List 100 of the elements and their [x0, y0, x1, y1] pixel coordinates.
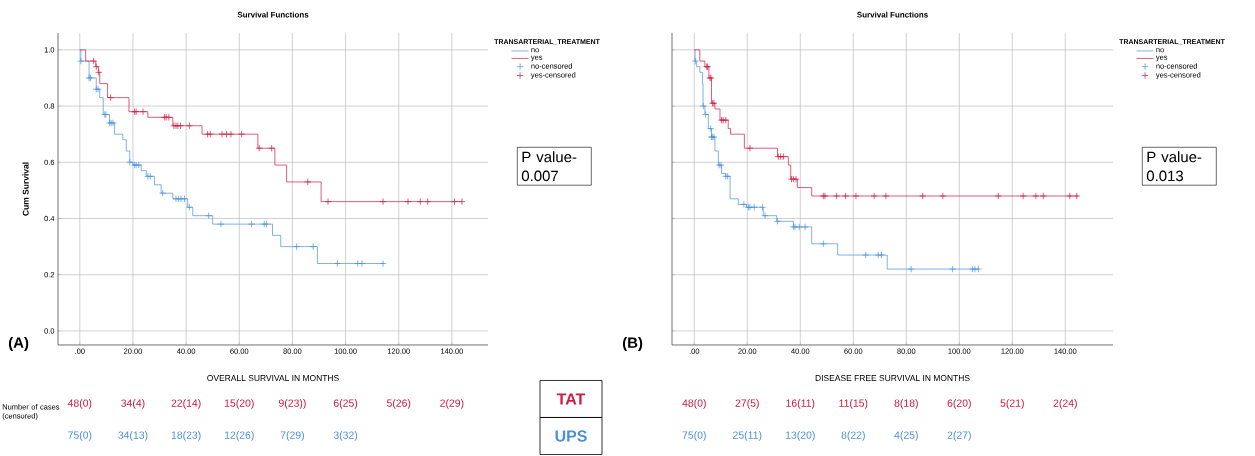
point [874, 251, 882, 259]
text: 2(24) [1053, 399, 1077, 409]
point [217, 220, 225, 228]
text: 5(26) [386, 399, 411, 409]
point [107, 94, 115, 102]
point [416, 198, 424, 206]
point [759, 203, 767, 211]
text: P value-0.007 [521, 151, 577, 182]
point [882, 192, 890, 200]
point [862, 251, 870, 259]
text: (A) [8, 337, 29, 351]
point [77, 57, 85, 65]
point [792, 175, 800, 183]
text: 4(25) [894, 431, 918, 441]
point [309, 243, 317, 251]
text: 13(20) [785, 431, 815, 441]
point [304, 178, 312, 186]
point [691, 57, 699, 65]
point [994, 192, 1002, 200]
text: 3(32) [333, 431, 358, 441]
point [227, 130, 235, 138]
text: 9(23)) [278, 399, 306, 409]
point [135, 161, 143, 169]
point [833, 192, 841, 200]
text: 34(4) [121, 399, 145, 409]
point [268, 144, 276, 152]
point [722, 116, 730, 124]
text: 75(0) [68, 431, 92, 441]
text: 8(22) [841, 431, 865, 441]
point [185, 203, 193, 211]
point [176, 122, 185, 130]
point [1073, 192, 1081, 200]
point [255, 144, 263, 152]
text: 2(29) [440, 399, 464, 409]
text: (B) [622, 337, 643, 351]
text: 6(20) [947, 399, 971, 409]
point [450, 198, 459, 206]
point [165, 113, 173, 121]
point [379, 259, 387, 268]
point [702, 110, 710, 119]
text: 18(23) [171, 431, 201, 441]
point [247, 220, 256, 228]
point [1032, 192, 1040, 200]
point [293, 243, 301, 251]
point [379, 198, 387, 206]
point [1066, 192, 1074, 200]
text: 12(26) [224, 431, 254, 441]
point [333, 259, 341, 268]
text: 48(0) [682, 399, 706, 409]
text: 8(18) [894, 399, 918, 409]
point [740, 200, 748, 208]
point [795, 223, 803, 231]
point [773, 217, 782, 225]
point [354, 259, 362, 268]
point [761, 212, 769, 220]
text: 15(20) [224, 399, 254, 409]
text: 6(25) [333, 399, 358, 409]
text: UPS [555, 430, 587, 442]
text: 34(13) [118, 431, 148, 441]
text: 75(0) [682, 431, 706, 441]
text: 2(27) [947, 431, 971, 441]
x-axis-title: DISEASE FREE SURVIVAL IN MONTHS [815, 375, 970, 382]
point [238, 130, 246, 138]
point [842, 192, 850, 200]
point [852, 192, 860, 200]
point [819, 240, 827, 248]
point [185, 122, 193, 130]
text: 22(14) [171, 399, 201, 409]
point [707, 125, 715, 133]
point [877, 251, 885, 259]
point [907, 265, 915, 273]
x-axis-title: OVERALL SURVIVAL IN MONTHS [207, 375, 339, 382]
point [949, 265, 957, 273]
text: 11(15) [839, 399, 868, 409]
point [222, 130, 231, 138]
point [699, 102, 707, 110]
point [801, 223, 809, 231]
point [404, 198, 412, 206]
text: 25(11) [733, 431, 762, 441]
point [939, 192, 947, 200]
point [218, 130, 226, 138]
point [750, 203, 758, 211]
text: 5(21) [1000, 399, 1024, 409]
text: TAT [556, 393, 586, 405]
point [358, 259, 366, 268]
text: 16(11) [786, 399, 815, 409]
text: 48(0) [67, 399, 92, 409]
point [1039, 192, 1047, 200]
y-axis-title: Cum Survival [22, 162, 29, 216]
point [458, 198, 466, 206]
point [324, 198, 332, 206]
point [1019, 192, 1027, 200]
text: P value-0.013 [1146, 151, 1202, 182]
text: 7(29) [280, 431, 304, 441]
text: 27(5) [735, 399, 759, 409]
point [159, 189, 167, 197]
point [919, 192, 927, 200]
point [139, 108, 147, 116]
point [205, 212, 213, 220]
point [870, 192, 878, 200]
